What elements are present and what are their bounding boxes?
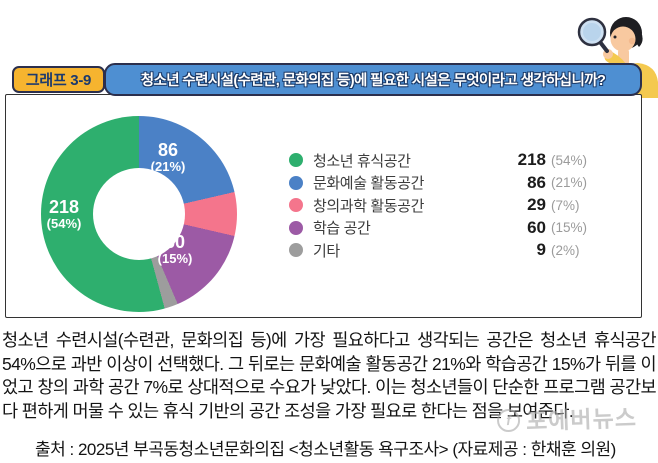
slice-value: 86 [157, 140, 179, 160]
legend-percent: (54%) [551, 152, 588, 168]
legend-color-dot [289, 243, 303, 258]
legend-color-dot [289, 153, 303, 168]
legend-item: 창의과학 활동공간 29 (7%) [289, 194, 601, 217]
slice-value: 218 [48, 197, 80, 217]
legend-item: 문화예술 활동공간 86 (21%) [289, 172, 601, 195]
legend-value: 29 [527, 195, 546, 215]
legend-color-dot [289, 220, 303, 235]
legend-percent: (7%) [551, 197, 580, 213]
analysis-paragraph: 청소년 수련시설(수련관, 문화의집 등)에 가장 필요하다고 생각되는 공간은… [2, 330, 657, 421]
ear [628, 37, 636, 45]
legend-label: 창의과학 활동공간 [313, 197, 424, 215]
face [610, 26, 636, 52]
legend-percent: (21%) [551, 175, 588, 191]
legend-value: 60 [527, 217, 546, 237]
hair-nape [634, 32, 643, 47]
legend-label: 청소년 휴식공간 [313, 152, 411, 170]
slice-percent: (15%) [157, 251, 193, 267]
legend-label: 문화예술 활동공간 [313, 175, 424, 193]
slice-label-study-space: 60 (15%) [140, 232, 210, 267]
chart-title: 청소년 수련시설(수련관, 문화의집 등)에 필요한 시설은 무엇이라고 생각하… [140, 73, 606, 89]
legend-label: 기타 [313, 242, 340, 260]
slice-label-culture-art: 86 (21%) [133, 140, 203, 175]
legend-percent: (15%) [551, 220, 588, 236]
eye [613, 35, 617, 39]
magnifier-lens [583, 23, 601, 41]
chart-legend: 청소년 휴식공간 218 (54%) 문화예술 활동공간 86 (21%) 창의… [289, 149, 601, 262]
slice-value: 60 [164, 232, 186, 252]
legend-value: 9 [536, 240, 546, 260]
chart-title-banner: 청소년 수련시설(수련관, 문화의집 등)에 필요한 시설은 무엇이라고 생각하… [104, 63, 642, 96]
legend-label: 학습 공간 [313, 220, 371, 238]
graph-number-badge: 그래프 3-9 [12, 66, 105, 93]
legend-item: 학습 공간 60 (15%) [289, 217, 601, 240]
legend-value: 86 [527, 172, 546, 192]
legend-item: 기타 9 (2%) [289, 239, 601, 262]
source-line: 출처 : 2025년 부곡동청소년문화의집 <청소년활동 욕구조사> (자료제공… [35, 440, 616, 459]
chart-panel: 218 (54%) 86 (21%) 60 (15%) 청소년 휴식공간 218… [5, 94, 642, 318]
legend-value: 218 [517, 150, 546, 170]
magnifier-handle [598, 40, 609, 53]
legend-item: 청소년 휴식공간 218 (54%) [289, 149, 601, 172]
legend-percent: (2%) [551, 242, 580, 258]
donut-hole [93, 168, 185, 260]
slice-percent: (21%) [150, 159, 186, 175]
legend-color-dot [289, 175, 303, 190]
donut-chart-area: 218 (54%) 86 (21%) 60 (15%) [41, 116, 237, 312]
legend-color-dot [289, 198, 303, 213]
graph-number-label: 그래프 3-9 [25, 72, 92, 89]
slice-label-rest-space: 218 (54%) [29, 197, 99, 232]
slice-percent: (54%) [46, 216, 82, 232]
